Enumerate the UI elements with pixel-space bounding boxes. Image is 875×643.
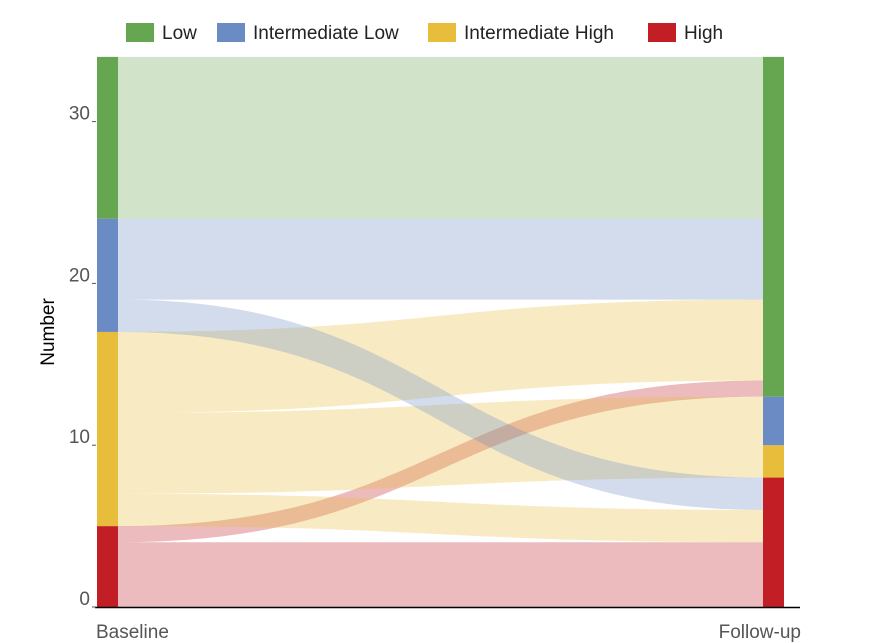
flow-intermediate-low-5	[118, 299, 763, 510]
legend-swatch-high	[648, 23, 676, 42]
baseline-node-intermediate-high	[97, 331, 118, 527]
flow-intermediate-high-4	[118, 299, 763, 413]
legend-label: Low	[162, 23, 197, 44]
flow-intermediate-low-6	[118, 218, 763, 300]
legend-swatch-low	[126, 23, 154, 42]
legend: Low Intermediate Low Intermediate High High	[126, 23, 723, 44]
flow-high-1	[118, 380, 763, 543]
flow-high-0	[118, 542, 763, 607]
y-tick-label: 0	[79, 589, 90, 610]
stage-label-followup: Follow-up	[719, 622, 801, 643]
nodes	[97, 56, 784, 607]
flow-low-7	[118, 56, 763, 219]
y-tick-label: 30	[69, 104, 90, 125]
baseline-node-high	[97, 526, 118, 607]
legend-label: Intermediate Low	[253, 23, 399, 44]
followup-node-low	[763, 56, 784, 397]
flow-intermediate-high-2	[118, 493, 763, 543]
followup-node-intermediate-low	[763, 396, 784, 446]
y-axis: 0 10 20 30	[69, 104, 96, 610]
legend-label: Intermediate High	[464, 23, 614, 44]
followup-node-high	[763, 477, 784, 607]
flows	[118, 56, 763, 607]
followup-node-intermediate-high	[763, 445, 784, 478]
flow-intermediate-high-3	[118, 396, 763, 494]
legend-label: High	[684, 23, 723, 44]
baseline-node-low	[97, 56, 118, 219]
stage-label-baseline: Baseline	[96, 622, 169, 643]
legend-swatch-intermediate-high	[428, 23, 456, 42]
legend-swatch-intermediate-low	[217, 23, 245, 42]
baseline-node-intermediate-low	[97, 218, 118, 332]
y-axis-label: Number	[38, 298, 59, 366]
y-tick-label: 10	[69, 427, 90, 448]
y-tick-label: 20	[69, 265, 90, 286]
